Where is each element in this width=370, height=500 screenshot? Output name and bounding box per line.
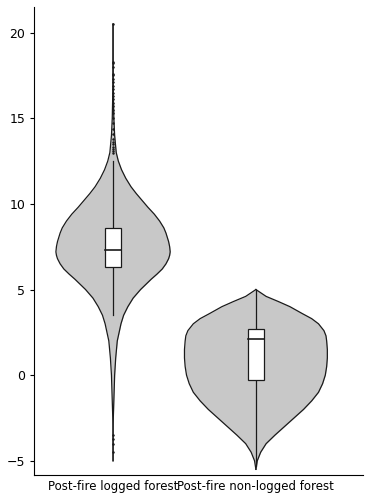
Bar <box>248 329 264 380</box>
Bar <box>105 228 121 268</box>
